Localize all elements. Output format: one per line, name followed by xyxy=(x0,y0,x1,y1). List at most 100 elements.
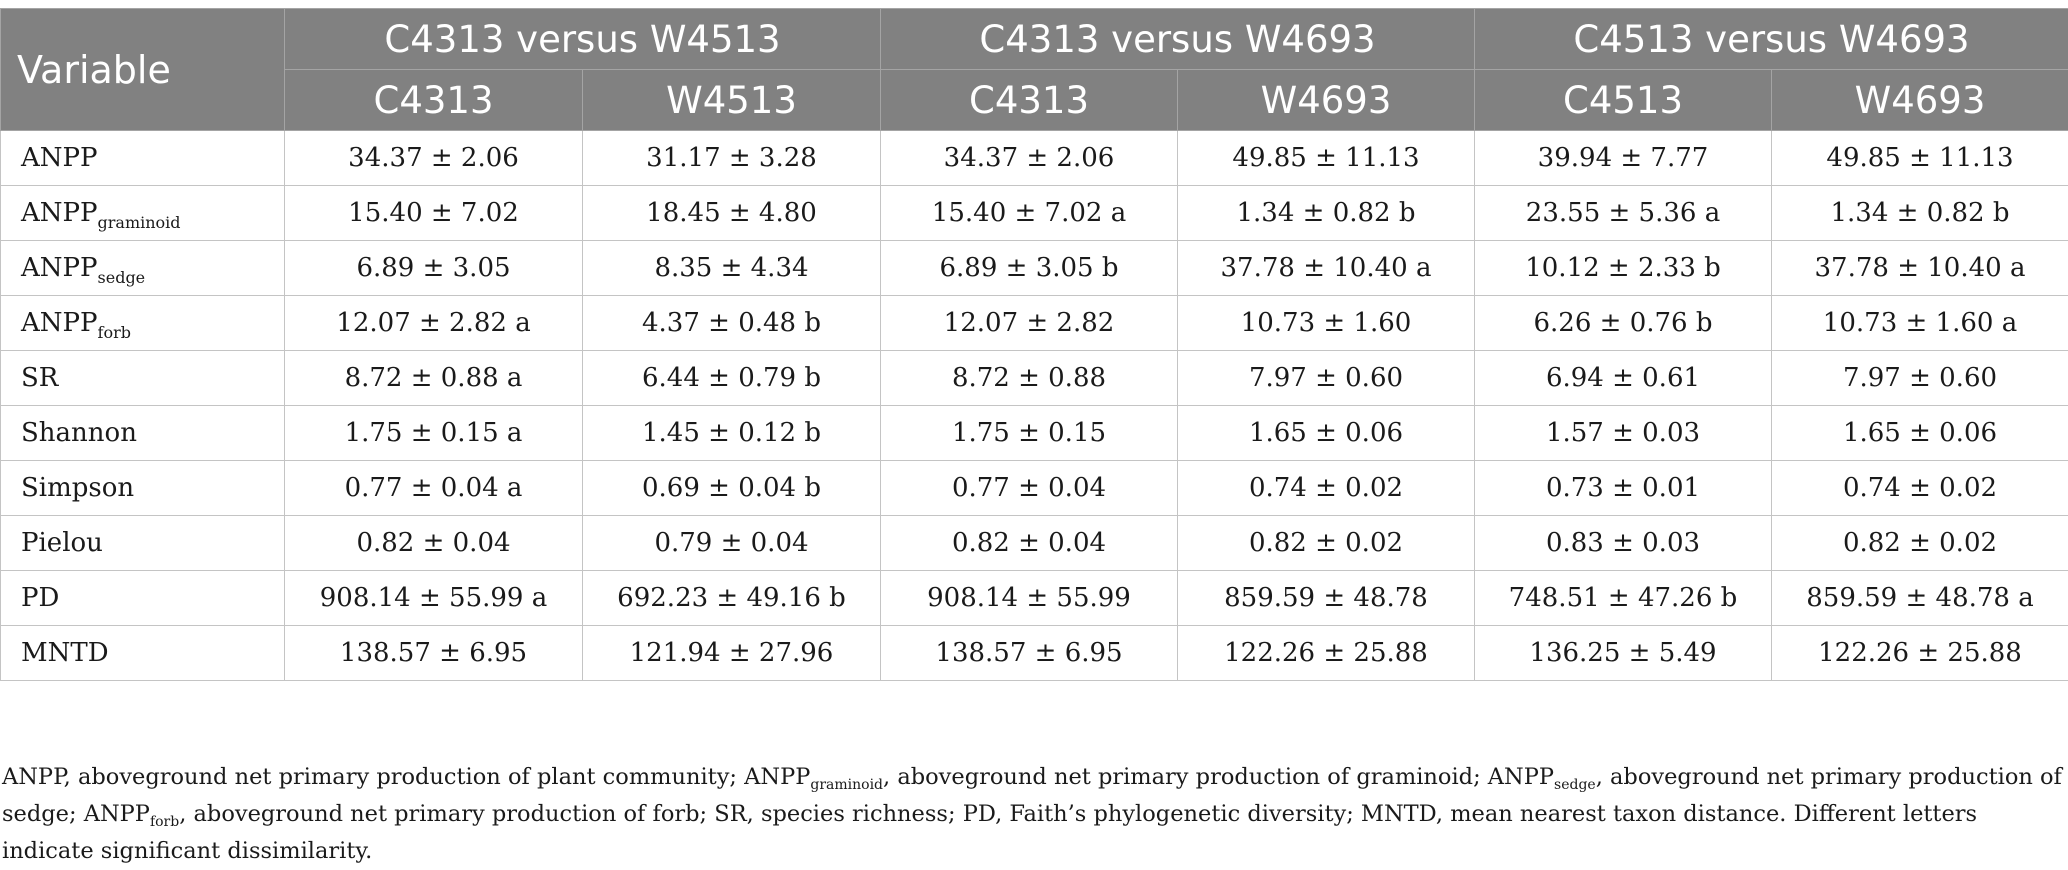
variable-cell: Pielou xyxy=(1,516,285,571)
value-cell: 6.26 ± 0.76 b xyxy=(1475,296,1772,351)
value-cell: 8.72 ± 0.88 a xyxy=(285,351,583,406)
variable-name: MNTD xyxy=(21,638,109,668)
variable-cell: ANPP xyxy=(1,131,285,186)
table-footnote: ANPP, aboveground net primary production… xyxy=(2,759,2062,870)
value-cell: 859.59 ± 48.78 a xyxy=(1772,571,2068,626)
value-cell: 4.37 ± 0.48 b xyxy=(583,296,881,351)
value-cell: 121.94 ± 27.96 xyxy=(583,626,881,681)
value-cell: 8.72 ± 0.88 xyxy=(881,351,1178,406)
variable-name: ANPP xyxy=(21,308,98,338)
variable-name: ANPP xyxy=(21,253,98,283)
value-cell: 748.51 ± 47.26 b xyxy=(1475,571,1772,626)
value-cell: 908.14 ± 55.99 xyxy=(881,571,1178,626)
value-cell: 0.74 ± 0.02 xyxy=(1178,461,1475,516)
value-cell: 18.45 ± 4.80 xyxy=(583,186,881,241)
value-cell: 1.75 ± 0.15 xyxy=(881,406,1178,461)
value-cell: 0.77 ± 0.04 a xyxy=(285,461,583,516)
variable-subscript: graminoid xyxy=(98,213,181,232)
value-cell: 7.97 ± 0.60 xyxy=(1178,351,1475,406)
variable-name: ANPP xyxy=(21,198,98,228)
value-cell: 0.77 ± 0.04 xyxy=(881,461,1178,516)
value-cell: 0.82 ± 0.04 xyxy=(285,516,583,571)
header-row-treatments: C4313 W4513 C4313 W4693 C4513 W4693 xyxy=(1,70,2068,131)
value-cell: 136.25 ± 5.49 xyxy=(1475,626,1772,681)
variable-cell: SR xyxy=(1,351,285,406)
table-header: Variable C4313 versus W4513 C4313 versus… xyxy=(1,9,2068,131)
variable-name: Pielou xyxy=(21,528,103,558)
value-cell: 8.35 ± 4.34 xyxy=(583,241,881,296)
value-cell: 138.57 ± 6.95 xyxy=(285,626,583,681)
value-cell: 0.73 ± 0.01 xyxy=(1475,461,1772,516)
value-cell: 15.40 ± 7.02 a xyxy=(881,186,1178,241)
variable-cell: ANPPforb xyxy=(1,296,285,351)
value-cell: 0.82 ± 0.02 xyxy=(1178,516,1475,571)
subheader-cell: C4313 xyxy=(285,70,583,131)
variable-name: PD xyxy=(21,583,59,613)
value-cell: 692.23 ± 49.16 b xyxy=(583,571,881,626)
value-cell: 1.34 ± 0.82 b xyxy=(1772,186,2068,241)
variable-name: ANPP xyxy=(21,143,98,173)
value-cell: 0.74 ± 0.02 xyxy=(1772,461,2068,516)
value-cell: 859.59 ± 48.78 xyxy=(1178,571,1475,626)
footnote-text: , aboveground net primary production of … xyxy=(883,764,1554,790)
value-cell: 10.73 ± 1.60 a xyxy=(1772,296,2068,351)
variable-name: Shannon xyxy=(21,418,137,448)
value-cell: 122.26 ± 25.88 xyxy=(1772,626,2068,681)
value-cell: 37.78 ± 10.40 a xyxy=(1178,241,1475,296)
value-cell: 7.97 ± 0.60 xyxy=(1772,351,2068,406)
value-cell: 1.75 ± 0.15 a xyxy=(285,406,583,461)
variable-cell: MNTD xyxy=(1,626,285,681)
value-cell: 122.26 ± 25.88 xyxy=(1178,626,1475,681)
results-table: Variable C4313 versus W4513 C4313 versus… xyxy=(0,8,2068,681)
value-cell: 49.85 ± 11.13 xyxy=(1772,131,2068,186)
subheader-cell: W4513 xyxy=(583,70,881,131)
variable-cell: ANPPgraminoid xyxy=(1,186,285,241)
value-cell: 15.40 ± 7.02 xyxy=(285,186,583,241)
value-cell: 138.57 ± 6.95 xyxy=(881,626,1178,681)
variable-cell: Simpson xyxy=(1,461,285,516)
value-cell: 37.78 ± 10.40 a xyxy=(1772,241,2068,296)
value-cell: 12.07 ± 2.82 a xyxy=(285,296,583,351)
group-header-c4513-vs-w4693: C4513 versus W4693 xyxy=(1475,9,2068,70)
footnote-text: , aboveground net primary production of … xyxy=(2,801,1977,864)
value-cell: 49.85 ± 11.13 xyxy=(1178,131,1475,186)
variable-name: SR xyxy=(21,363,58,393)
footnote-subscript: graminoid xyxy=(810,777,883,793)
value-cell: 31.17 ± 3.28 xyxy=(583,131,881,186)
subheader-cell: W4693 xyxy=(1178,70,1475,131)
value-cell: 1.65 ± 0.06 xyxy=(1772,406,2068,461)
footnote-subscript: sedge xyxy=(1554,777,1596,793)
value-cell: 6.89 ± 3.05 xyxy=(285,241,583,296)
variable-subscript: sedge xyxy=(98,268,146,287)
value-cell: 23.55 ± 5.36 a xyxy=(1475,186,1772,241)
subheader-cell: W4693 xyxy=(1772,70,2068,131)
value-cell: 6.89 ± 3.05 b xyxy=(881,241,1178,296)
value-cell: 0.79 ± 0.04 xyxy=(583,516,881,571)
value-cell: 0.69 ± 0.04 b xyxy=(583,461,881,516)
variable-cell: ANPPsedge xyxy=(1,241,285,296)
group-header-c4313-vs-w4693: C4313 versus W4693 xyxy=(881,9,1475,70)
value-cell: 10.12 ± 2.33 b xyxy=(1475,241,1772,296)
group-header-c4313-vs-w4513: C4313 versus W4513 xyxy=(285,9,881,70)
footnote-subscript: forb xyxy=(150,814,179,830)
value-cell: 34.37 ± 2.06 xyxy=(285,131,583,186)
value-cell: 1.57 ± 0.03 xyxy=(1475,406,1772,461)
value-cell: 6.44 ± 0.79 b xyxy=(583,351,881,406)
value-cell: 1.65 ± 0.06 xyxy=(1178,406,1475,461)
value-cell: 39.94 ± 7.77 xyxy=(1475,131,1772,186)
value-cell: 34.37 ± 2.06 xyxy=(881,131,1178,186)
header-row-groups: Variable C4313 versus W4513 C4313 versus… xyxy=(1,9,2068,70)
value-cell: 0.82 ± 0.02 xyxy=(1772,516,2068,571)
footnote-text: ANPP, aboveground net primary production… xyxy=(2,764,810,790)
value-cell: 1.34 ± 0.82 b xyxy=(1178,186,1475,241)
